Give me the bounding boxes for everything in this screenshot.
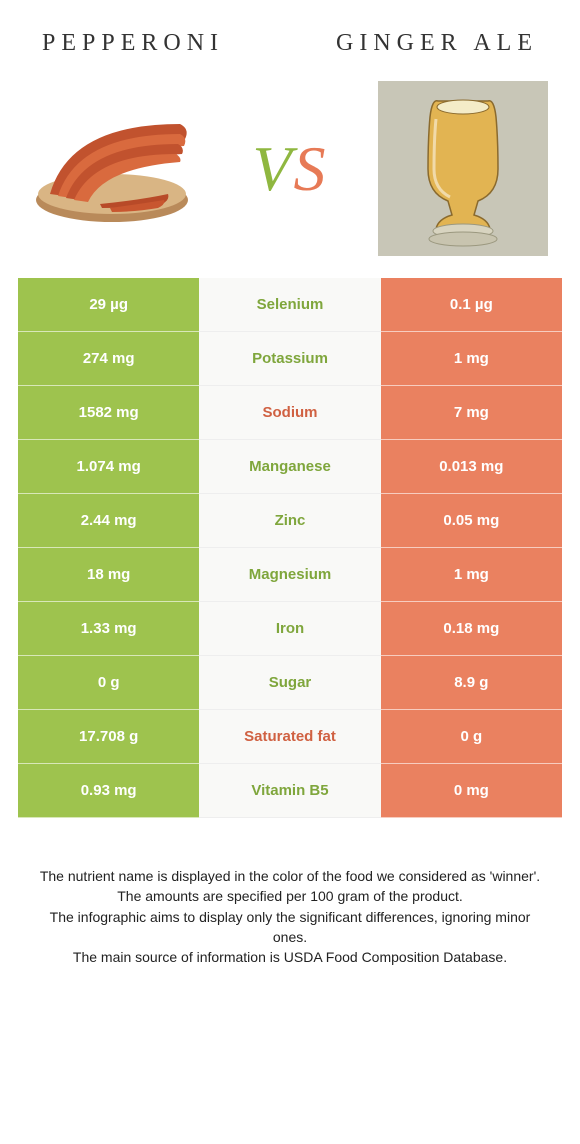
nutrient-row: 0 gSugar8.9 g [18,656,562,710]
header: pepperoni ginger ale [18,30,562,57]
nutrient-row: 29 µgSelenium0.1 µg [18,278,562,332]
nutrient-label: Selenium [199,278,380,332]
left-value: 17.708 g [18,710,199,764]
ginger-ale-icon [408,89,518,249]
footer-line: The amounts are specified per 100 gram o… [32,886,548,906]
left-value: 18 mg [18,548,199,602]
left-value: 2.44 mg [18,494,199,548]
nutrient-label: Vitamin B5 [199,764,380,818]
right-value: 1 mg [381,548,562,602]
right-value: 0.18 mg [381,602,562,656]
footer-line: The infographic aims to display only the… [32,907,548,948]
footer-line: The main source of information is USDA F… [32,947,548,967]
nutrient-row: 1.074 mgManganese0.013 mg [18,440,562,494]
nutrient-table: 29 µgSelenium0.1 µg274 mgPotassium1 mg15… [18,278,562,818]
nutrient-label: Iron [199,602,380,656]
left-value: 29 µg [18,278,199,332]
nutrient-label: Zinc [199,494,380,548]
right-food-image [375,81,550,256]
footer-notes: The nutrient name is displayed in the co… [18,866,562,967]
nutrient-row: 2.44 mgZinc0.05 mg [18,494,562,548]
left-value: 1.33 mg [18,602,199,656]
nutrient-label: Saturated fat [199,710,380,764]
nutrient-row: 274 mgPotassium1 mg [18,332,562,386]
nutrient-row: 1582 mgSodium7 mg [18,386,562,440]
nutrient-row: 0.93 mgVitamin B50 mg [18,764,562,818]
right-value: 0.05 mg [381,494,562,548]
left-value: 1582 mg [18,386,199,440]
images-row: VS [18,81,562,256]
right-value: 0 g [381,710,562,764]
left-food-image [30,81,205,256]
vs-label: VS [252,132,327,206]
left-value: 0.93 mg [18,764,199,818]
vs-s: S [294,133,328,204]
nutrient-row: 18 mgMagnesium1 mg [18,548,562,602]
nutrient-label: Potassium [199,332,380,386]
nutrient-label: Sugar [199,656,380,710]
nutrient-label: Sodium [199,386,380,440]
left-value: 1.074 mg [18,440,199,494]
vs-v: V [252,133,293,204]
left-value: 0 g [18,656,199,710]
left-value: 274 mg [18,332,199,386]
pepperoni-icon [30,104,205,234]
right-value: 8.9 g [381,656,562,710]
left-food-title: pepperoni [42,30,224,57]
nutrient-row: 17.708 gSaturated fat0 g [18,710,562,764]
right-value: 0.1 µg [381,278,562,332]
right-food-title: ginger ale [336,30,538,57]
right-value: 1 mg [381,332,562,386]
nutrient-row: 1.33 mgIron0.18 mg [18,602,562,656]
right-value: 0 mg [381,764,562,818]
right-value: 7 mg [381,386,562,440]
nutrient-label: Magnesium [199,548,380,602]
nutrient-label: Manganese [199,440,380,494]
right-value: 0.013 mg [381,440,562,494]
footer-line: The nutrient name is displayed in the co… [32,866,548,886]
